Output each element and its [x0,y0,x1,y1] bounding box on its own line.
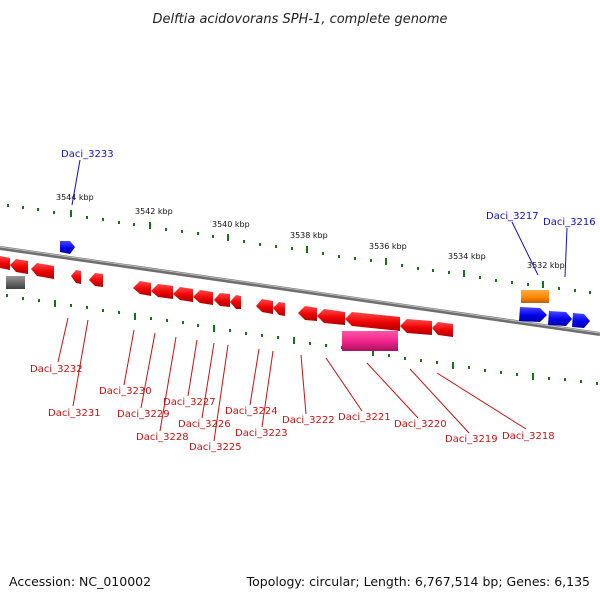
gene-label[interactable]: Daci_3221 [338,412,391,423]
reverse-gene-arrow[interactable] [317,309,345,325]
gene-label[interactable]: Daci_3216 [543,217,596,228]
gene-label[interactable]: Daci_3225 [189,442,242,453]
gene-label[interactable]: Daci_3232 [30,364,83,375]
leader-line [325,357,363,412]
reverse-gene-arrow[interactable] [400,319,432,335]
gene-label[interactable]: Daci_3220 [394,419,447,430]
reverse-gene-arrow[interactable] [432,322,453,337]
genome-backbone-highlight [0,246,600,334]
gene-label[interactable]: Daci_3217 [486,211,539,222]
leader-line [564,227,568,278]
reverse-gene-arrow[interactable] [214,293,230,307]
gene-label[interactable]: Daci_3233 [61,149,114,160]
reverse-gene-arrows [0,256,453,337]
map-title: Delftia acidovorans SPH-1, complete geno… [152,12,447,27]
accession-text: Accession: NC_010002 [9,574,151,589]
reverse-gene-arrow[interactable] [10,259,28,274]
reverse-gene-arrow[interactable] [89,273,103,287]
gene-label[interactable]: Daci_3229 [117,409,170,420]
leader-line [409,368,470,434]
leader-line [511,221,539,276]
reverse-gene-arrow[interactable] [173,287,193,302]
topology-text: Topology: circular; Length: 6,767,514 bp… [246,574,590,589]
leader-line [249,348,260,406]
reverse-gene-arrow[interactable] [151,284,173,299]
gene-label[interactable]: Daci_3219 [445,434,498,445]
forward-gene-arrow[interactable] [548,311,572,326]
reverse-gene-arrow[interactable] [230,295,241,309]
forward-gene-arrow[interactable] [572,313,590,328]
reverse-gene-arrow[interactable] [71,270,81,284]
leader-line [261,350,274,428]
orange-feature[interactable] [521,290,549,303]
outer-tick-track [7,204,591,294]
gene-label[interactable]: Daci_3226 [178,419,231,430]
leader-line [300,354,307,415]
leader-line [213,344,229,442]
reverse-gene-arrow[interactable] [133,281,151,296]
leader-line [201,342,215,419]
leader-line [123,329,135,386]
leader-line [140,332,156,409]
gene-label[interactable]: Daci_3231 [48,408,101,419]
gene-label[interactable]: Daci_3222 [282,415,335,426]
magenta-feature[interactable] [342,331,398,351]
reverse-gene-arrow[interactable] [256,299,273,314]
leader-line [366,362,419,419]
gene-label[interactable]: Daci_3223 [235,428,288,439]
gene-label[interactable]: Daci_3218 [502,431,555,442]
scale-label: 3538 kbp [290,231,328,240]
leader-line [72,319,89,407]
scale-label: 3534 kbp [448,252,486,261]
reverse-gene-arrow[interactable] [0,256,10,270]
scale-label: 3544 kbp [56,193,94,202]
reverse-gene-arrow[interactable] [298,306,317,321]
scale-label: 3540 kbp [212,220,250,229]
scale-label: 3536 kbp [369,242,407,251]
leader-line [57,317,69,363]
reverse-gene-labels [57,317,527,442]
gene-label[interactable]: Daci_3224 [225,406,278,417]
gene-label[interactable]: Daci_3227 [163,397,216,408]
gray-feature[interactable] [6,276,25,289]
forward-gene-arrow[interactable] [519,307,547,322]
reverse-gene-arrow[interactable] [345,312,400,331]
reverse-gene-arrow[interactable] [273,302,285,316]
inner-tick-track [6,294,598,385]
forward-gene-labels: Daci_3233 Daci_3217 Daci_3216 [61,149,596,278]
scale-label: 3542 kbp [135,207,173,216]
forward-gene-arrow[interactable] [60,241,75,254]
leader-line [159,336,177,432]
gene-label[interactable]: Daci_3230 [99,386,152,397]
genome-backbone [0,246,600,336]
reverse-gene-arrow[interactable] [31,263,54,279]
reverse-gene-arrow[interactable] [193,290,213,305]
leader-line [187,339,198,397]
leader-line [436,372,527,430]
scale-label: 3532 kbp [527,261,565,270]
gene-label[interactable]: Daci_3228 [136,432,189,443]
leader-line [71,159,81,206]
